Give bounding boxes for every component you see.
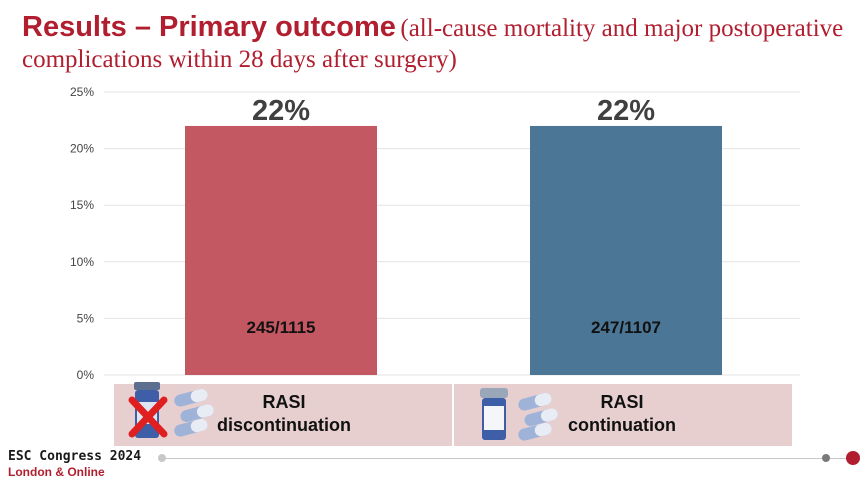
slide-title-subtitle: (all-cause mortality and major postopera… xyxy=(22,15,844,73)
bar-value-label: 22% xyxy=(252,95,310,127)
progress-dot xyxy=(822,454,830,462)
slide-title: Results – Primary outcome (all-cause mor… xyxy=(22,10,852,75)
group-label-line1: RASI xyxy=(262,392,306,412)
footer-location: London & Online xyxy=(8,465,105,479)
bar xyxy=(185,125,377,376)
bar xyxy=(530,125,722,376)
pills-icon xyxy=(174,388,214,437)
progress-dot-start xyxy=(158,454,166,462)
group-label-line1: RASI xyxy=(600,392,644,412)
bar-count-label: 245/1115 xyxy=(246,318,315,337)
crossed-out-pill-bottle-icon xyxy=(128,382,168,438)
pills-icon xyxy=(518,392,558,441)
y-tick-label: 15% xyxy=(70,198,94,212)
y-tick-label: 5% xyxy=(77,311,95,325)
y-tick-label: 0% xyxy=(77,368,95,382)
group-label-line2: continuation xyxy=(568,415,676,436)
slide-title-main: Results – Primary outcome xyxy=(22,11,396,43)
group-label-line2: discontinuation xyxy=(217,415,351,436)
footer-progress-line xyxy=(162,458,852,459)
y-tick-label: 20% xyxy=(70,142,94,156)
group-label-discontinuation: RASI discontinuation xyxy=(174,391,394,438)
y-tick-label: 25% xyxy=(70,85,94,99)
group-label-divider xyxy=(452,384,454,446)
bar-count-label: 247/1107 xyxy=(591,318,661,337)
y-tick-label: 10% xyxy=(70,255,94,269)
bar-value-label: 22% xyxy=(597,95,655,127)
pill-bottle-icon xyxy=(480,388,508,440)
footer-congress-name: ESC Congress 2024 xyxy=(8,449,142,464)
progress-dot-current xyxy=(846,451,860,465)
group-label-continuation: RASI continuation xyxy=(512,391,732,438)
